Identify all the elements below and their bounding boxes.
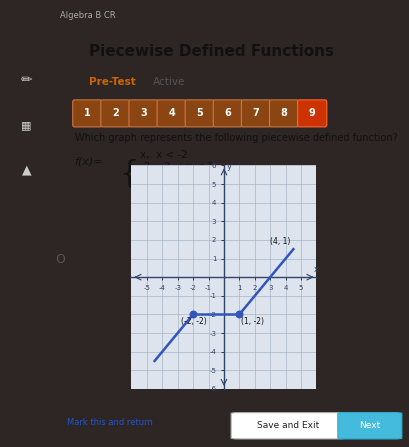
FancyBboxPatch shape (338, 413, 402, 439)
Text: Pre-Test: Pre-Test (89, 77, 135, 87)
FancyBboxPatch shape (241, 100, 271, 127)
Text: {: { (119, 158, 138, 189)
Text: x-3,  x ≥ 1: x-3, x ≥ 1 (140, 175, 195, 185)
Text: Save and Exit: Save and Exit (257, 421, 319, 430)
Text: Next: Next (359, 421, 380, 430)
FancyBboxPatch shape (185, 100, 214, 127)
Text: 8: 8 (281, 108, 288, 118)
Text: 9: 9 (309, 108, 316, 118)
Text: 3: 3 (140, 108, 147, 118)
Text: 6: 6 (225, 108, 231, 118)
Text: Mark this and return: Mark this and return (67, 418, 153, 427)
Text: x,  x < -2: x, x < -2 (140, 150, 188, 160)
Text: 2: 2 (112, 108, 119, 118)
Text: ▦: ▦ (21, 120, 32, 130)
FancyBboxPatch shape (157, 100, 186, 127)
FancyBboxPatch shape (101, 100, 130, 127)
Text: Which graph represents the following piecewise defined function?: Which graph represents the following pie… (74, 133, 397, 143)
Text: 1: 1 (84, 108, 91, 118)
Text: (1, -2): (1, -2) (241, 317, 264, 326)
Text: ▲: ▲ (22, 163, 31, 177)
Text: ✏: ✏ (21, 73, 32, 88)
Text: 7: 7 (253, 108, 259, 118)
Text: -2,  -2 ≤ x < 1: -2, -2 ≤ x < 1 (140, 162, 214, 172)
Text: Active: Active (153, 77, 185, 87)
Text: (-2, -2): (-2, -2) (181, 317, 207, 326)
FancyBboxPatch shape (298, 100, 327, 127)
Text: (4, 1): (4, 1) (270, 236, 291, 245)
FancyBboxPatch shape (213, 100, 243, 127)
FancyBboxPatch shape (129, 100, 158, 127)
Text: 5: 5 (196, 108, 203, 118)
Text: Algebra B CR: Algebra B CR (60, 11, 116, 20)
FancyBboxPatch shape (270, 100, 299, 127)
Text: Piecewise Defined Functions: Piecewise Defined Functions (89, 44, 334, 59)
Text: 4: 4 (168, 108, 175, 118)
FancyBboxPatch shape (231, 413, 345, 439)
Text: O: O (55, 253, 65, 266)
Text: y: y (226, 162, 231, 171)
Text: x: x (313, 265, 318, 274)
Text: f(x)=: f(x)= (74, 156, 103, 166)
FancyBboxPatch shape (73, 100, 102, 127)
